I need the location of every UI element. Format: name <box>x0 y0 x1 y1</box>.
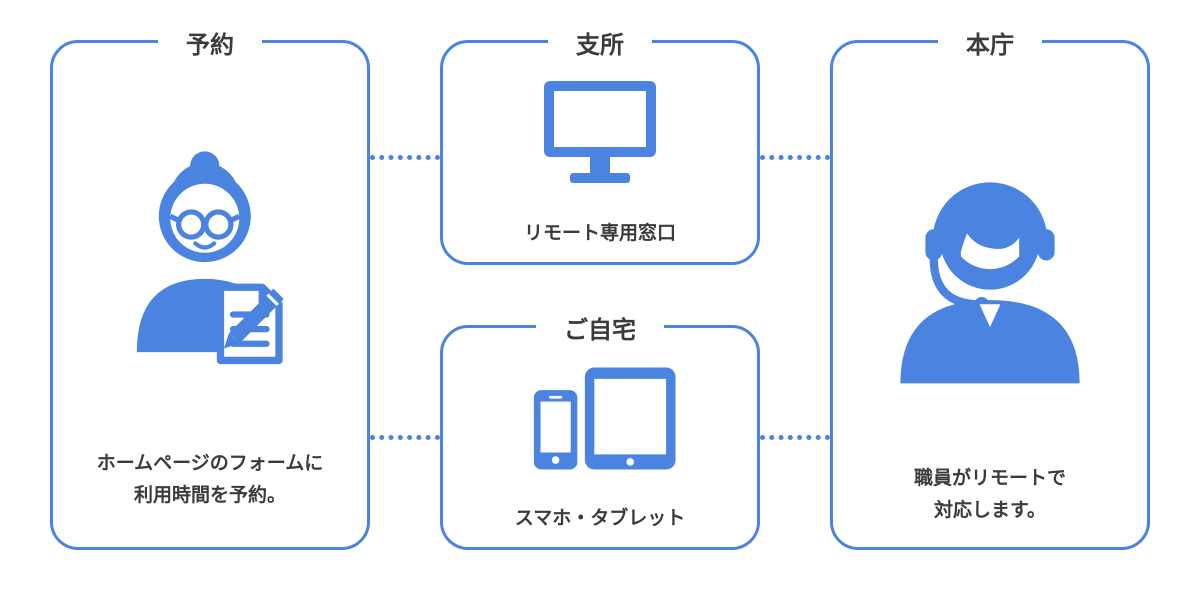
branch-box: 支所 リモート専用窓口 <box>440 40 760 265</box>
connector-reservation-to-branch <box>370 155 440 160</box>
main-office-box: 本庁 職員がリモートで対応します。 <box>830 40 1150 550</box>
home-box: ご自宅 スマホ・タブレット <box>440 325 760 550</box>
branch-caption: リモート専用窓口 <box>443 218 757 250</box>
branch-title: 支所 <box>548 25 652 60</box>
phone-tablet-icon <box>515 358 685 478</box>
main-office-caption: 職員がリモートで対応します。 <box>833 463 1147 528</box>
reservation-caption: ホームページのフォームに利用時間を予約。 <box>53 448 367 513</box>
person-form-icon <box>105 143 315 373</box>
monitor-icon <box>530 73 670 193</box>
connector-branch-to-main <box>760 155 830 160</box>
connector-reservation-to-home <box>370 435 440 440</box>
reservation-title: 予約 <box>158 25 262 60</box>
home-caption: スマホ・タブレット <box>443 503 757 535</box>
reservation-box: 予約 <box>50 40 370 550</box>
connector-home-to-main <box>760 435 830 440</box>
home-title: ご自宅 <box>536 310 664 345</box>
main-office-title: 本庁 <box>938 25 1042 60</box>
support-staff-icon <box>875 153 1105 393</box>
diagram-canvas: 予約 <box>0 0 1200 600</box>
